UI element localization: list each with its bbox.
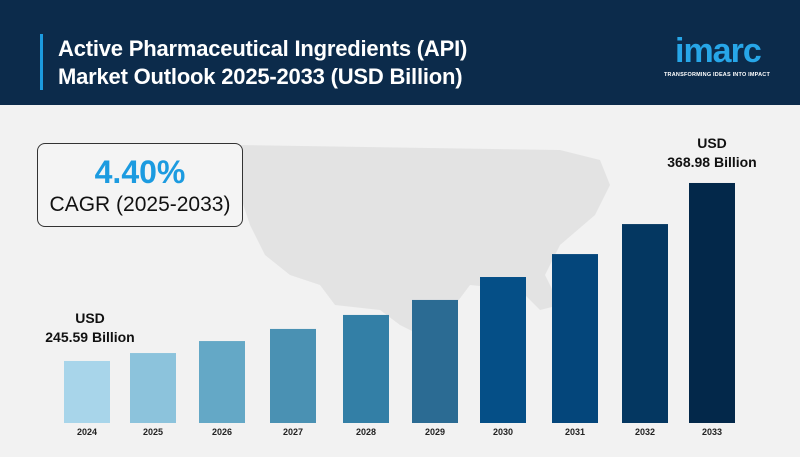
accent-bar (40, 34, 43, 90)
chart-title-line1: Active Pharmaceutical Ingredients (API) (58, 36, 468, 61)
value-label-amount: 245.59 Billion (45, 329, 135, 345)
x-tick-label: 2032 (635, 427, 655, 437)
value-label-currency: USD (697, 135, 727, 151)
bar-2031 (552, 254, 598, 423)
cagr-value: 4.40% (94, 154, 186, 190)
bar-2026 (199, 341, 245, 423)
bar-2029 (412, 299, 458, 423)
value-label-currency: USD (75, 310, 105, 326)
x-tick-label: 2033 (702, 427, 722, 437)
bar-2033 (689, 182, 735, 423)
bar-2027 (270, 328, 316, 423)
x-tick-label: 2024 (77, 427, 97, 437)
bar-2024 (64, 360, 110, 423)
cagr-label: CAGR (2025-2033) (49, 193, 231, 216)
x-tick-label: 2025 (143, 427, 163, 437)
x-tick-label: 2026 (212, 427, 232, 437)
bar-2028 (343, 314, 389, 423)
bar-2025 (130, 353, 176, 423)
header-banner: Active Pharmaceutical Ingredients (API) … (0, 0, 800, 105)
imarc-logo: imarc (675, 32, 762, 70)
x-tick-label: 2030 (493, 427, 513, 437)
cagr-box: 4.40% CAGR (2025-2033) (37, 143, 243, 227)
logo-tagline: TRANSFORMING IDEAS INTO IMPACT (664, 72, 771, 78)
x-tick-label: 2028 (356, 427, 376, 437)
x-tick-label: 2031 (565, 427, 585, 437)
bar-2032 (622, 224, 668, 423)
value-label-amount: 368.98 Billion (667, 154, 757, 170)
x-tick-label: 2029 (425, 427, 445, 437)
bar-2030 (480, 277, 526, 423)
chart-title-line2: Market Outlook 2025-2033 (USD Billion) (58, 64, 463, 89)
value-label-2024: USD 245.59 Billion (30, 309, 150, 347)
x-tick-label: 2027 (283, 427, 303, 437)
value-label-2033: USD 368.98 Billion (652, 134, 772, 172)
